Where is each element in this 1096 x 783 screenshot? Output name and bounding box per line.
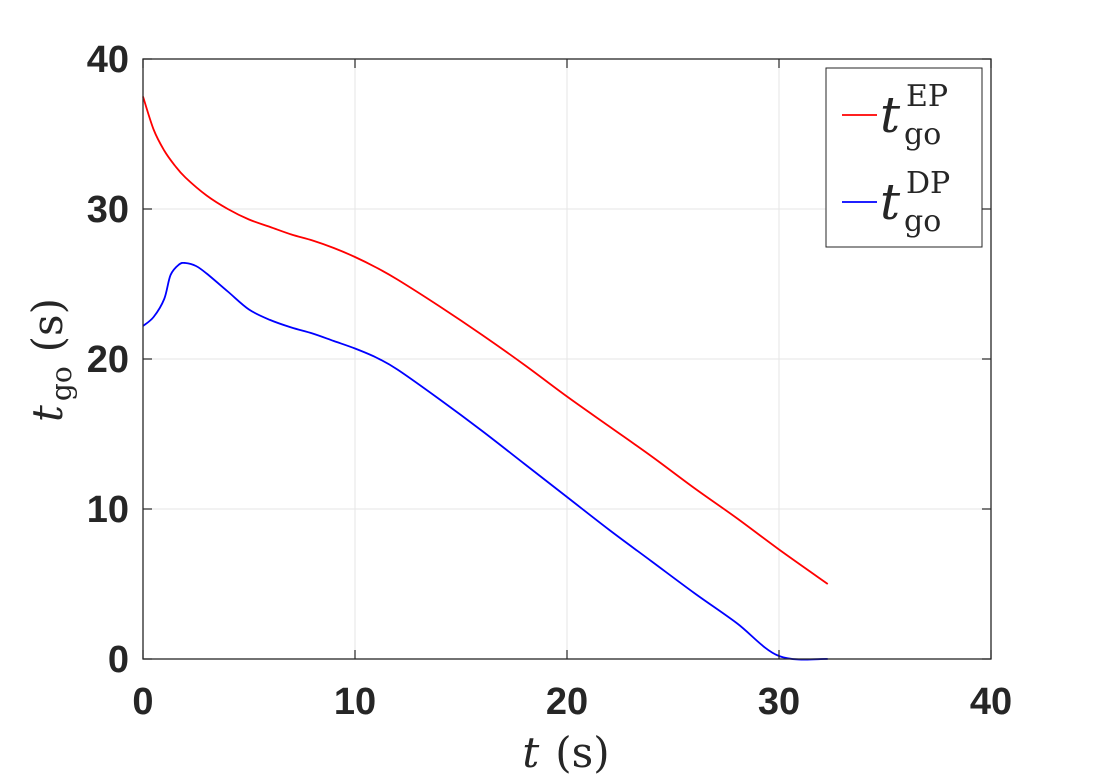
series-line-0 (142, 96, 829, 585)
legend-label-dp: t (880, 173, 901, 231)
y-tick-label: 0 (108, 639, 129, 681)
legend-ep-subscript: go (904, 117, 941, 152)
legend-dp-symbol: t (880, 173, 901, 231)
ticks (142, 58, 992, 660)
legend: t EP go t DP go (825, 67, 983, 248)
series-line-1 (142, 261, 828, 661)
legend-dp-subscript: go (904, 204, 941, 239)
x-tick-label: 10 (334, 681, 376, 723)
x-axis-symbol: t (522, 728, 539, 777)
x-axis-label: t (s) (522, 728, 609, 777)
x-tick-label: 30 (758, 681, 800, 723)
y-tick-label: 30 (87, 189, 129, 231)
y-tick-label: 10 (87, 489, 129, 531)
series-layer (142, 96, 829, 661)
x-tick-label: 40 (970, 681, 1012, 723)
x-axis-unit: (s) (555, 728, 609, 777)
legend-label-ep: t (880, 86, 901, 144)
tick-labels: 0 10 20 30 40 0 10 20 30 40 (87, 39, 1012, 723)
x-tick-label: 0 (132, 681, 153, 723)
y-axis-unit: (s) (23, 298, 72, 352)
y-axis-subscript: go (45, 366, 78, 401)
legend-ep-superscript: EP (906, 79, 948, 114)
legend-dp-superscript: DP (906, 166, 950, 201)
y-tick-label: 40 (87, 39, 129, 81)
legend-ep-symbol: t (880, 86, 901, 144)
legend-box (825, 67, 983, 248)
legend-entry-ep: t EP go (842, 79, 948, 152)
y-axis-label: t go (s) (23, 298, 78, 422)
y-tick-label: 20 (87, 339, 129, 381)
y-axis-symbol: t (23, 405, 72, 422)
legend-entry-dp: t DP go (842, 166, 950, 239)
x-tick-label: 20 (546, 681, 588, 723)
